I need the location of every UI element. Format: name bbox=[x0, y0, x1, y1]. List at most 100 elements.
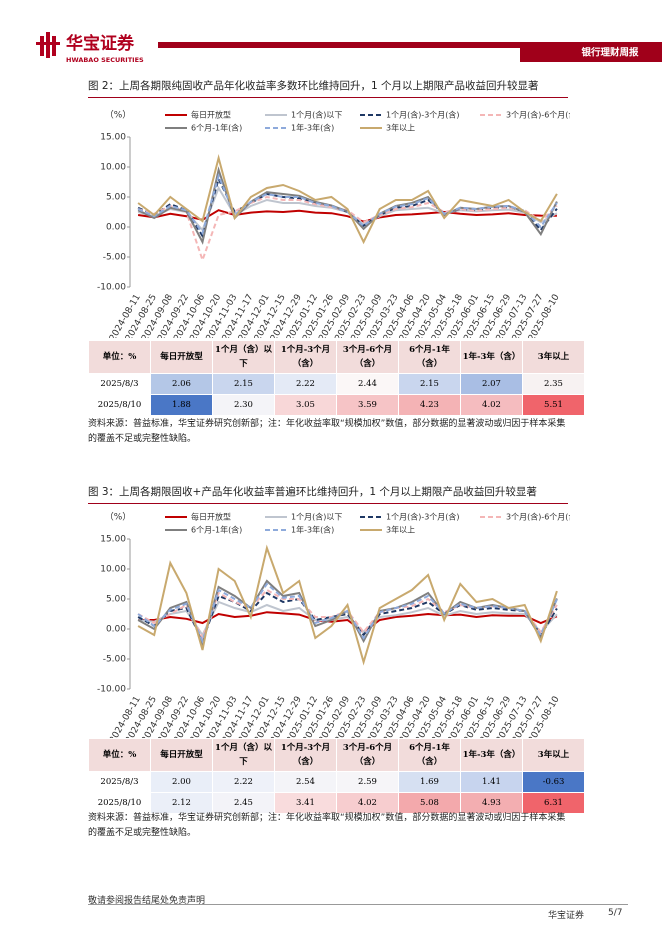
header-cell: 单位：% bbox=[88, 340, 151, 374]
table-cell: 5.51 bbox=[522, 394, 585, 416]
data-table: 单位：% 每日开放型 1个月（含）以下 1个月-3个月（含） 3个月-6个月（含） 6个月… bbox=[88, 340, 585, 416]
table-row: 2025/8/10 2.12 2.45 3.41 4.02 5.08 4.93 6.31 bbox=[88, 792, 585, 814]
series-line bbox=[137, 588, 558, 641]
table-row: 2025/8/3 2.00 2.22 2.54 2.59 1.69 1.41 -0.63 bbox=[88, 771, 585, 793]
series-line bbox=[137, 172, 558, 236]
table-cell: 2.54 bbox=[274, 771, 337, 793]
figure-title: 图 2：上周各期限纯固收产品年化收益率多数环比维持回升，1 个月以上期限产品收益… bbox=[88, 78, 568, 98]
y-tick-label: -5.00 bbox=[103, 253, 127, 263]
table-cell: 2.22 bbox=[274, 373, 337, 395]
table-cell: 2.07 bbox=[460, 373, 523, 395]
legend-label: 1个月(含)-3个月(含) bbox=[386, 110, 460, 120]
header-cell: 单位：% bbox=[88, 738, 151, 772]
table-cell: 2.35 bbox=[522, 373, 585, 395]
footer-line bbox=[88, 904, 628, 905]
header-cell: 3年以上 bbox=[522, 738, 585, 772]
y-axis-label: （%） bbox=[105, 512, 132, 523]
table-row: 2025/8/10 1.88 2.30 3.05 3.59 4.23 4.02 5.51 bbox=[88, 394, 585, 416]
header-cell: 每日开放型 bbox=[150, 738, 213, 772]
brand-en: HWABAO SECURITIES bbox=[66, 56, 144, 64]
y-tick-label: 15.00 bbox=[100, 535, 126, 545]
bar bbox=[158, 42, 662, 48]
header-cell: 3个月-6个月（含） bbox=[336, 738, 399, 772]
legend-label: 每日开放型 bbox=[191, 512, 231, 522]
series-line bbox=[137, 582, 558, 644]
table-cell: 3.59 bbox=[336, 394, 399, 416]
series-line bbox=[137, 591, 558, 644]
table-wrap: 单位：% 每日开放型 1个月（含）以下 1个月-3个月（含） 3个月-6个月（含） 6个月… bbox=[88, 340, 585, 416]
source-note: 资料来源：普益标准，华宝证券研究创新部；注：年化收益率取“规模加权”数值，部分数… bbox=[88, 813, 566, 838]
y-tick-label: 0.00 bbox=[106, 223, 126, 233]
y-tick-label: 10.00 bbox=[100, 163, 126, 173]
y-tick-label: -10.00 bbox=[97, 685, 126, 695]
table-cell: 4.02 bbox=[336, 792, 399, 814]
table-cell: 2025/8/10 bbox=[88, 394, 151, 416]
header-cell: 1个月（含）以下 bbox=[212, 340, 275, 374]
y-tick-label: -5.00 bbox=[103, 655, 127, 665]
header-cell: 3年以上 bbox=[522, 340, 585, 374]
legend-label: 3年以上 bbox=[386, 525, 415, 535]
table-cell: 1.41 bbox=[460, 771, 523, 793]
legend-label: 6个月-1年(含) bbox=[191, 525, 242, 535]
legend-label: 1个月(含)以下 bbox=[291, 512, 342, 522]
y-tick-label: 5.00 bbox=[106, 193, 126, 203]
data-table: 单位：% 每日开放型 1个月（含）以下 1个月-3个月（含） 3个月-6个月（含） 6个月… bbox=[88, 738, 585, 814]
table-cell: 2025/8/3 bbox=[88, 373, 151, 395]
table-cell: 5.08 bbox=[398, 792, 461, 814]
y-tick-label: 5.00 bbox=[106, 595, 126, 605]
series-line bbox=[137, 154, 558, 245]
legend-label: 1个月(含)以下 bbox=[291, 110, 342, 120]
legend-label: 3个月(含)-6个月(含) bbox=[506, 512, 570, 522]
table-cell: 4.23 bbox=[398, 394, 461, 416]
header-cell: 3个月-6个月（含） bbox=[336, 340, 399, 374]
header-cell: 1年-3年（含） bbox=[460, 738, 523, 772]
table-cell: 2.12 bbox=[150, 792, 213, 814]
report-name: 银行理财周报 bbox=[581, 47, 639, 59]
y-tick-label: -10.00 bbox=[97, 283, 126, 293]
chart: （%）-10.00-5.000.005.0010.0015.002024-08-… bbox=[97, 110, 570, 339]
table-cell: 2.06 bbox=[150, 373, 213, 395]
table-cell: 2025/8/3 bbox=[88, 771, 151, 793]
footer-brand: 华宝证券 bbox=[548, 911, 585, 921]
table-cell: 4.02 bbox=[460, 394, 523, 416]
table-cell: 1.69 bbox=[398, 771, 461, 793]
legend-label: 6个月-1年(含) bbox=[191, 123, 242, 133]
header-cell: 1个月-3个月（含） bbox=[274, 738, 337, 772]
table-cell: 2.45 bbox=[212, 792, 275, 814]
y-tick-label: 15.00 bbox=[100, 133, 126, 143]
header-cell: 1个月-3个月（含） bbox=[274, 340, 337, 374]
legend-label: 每日开放型 bbox=[191, 110, 231, 120]
y-axis-label: （%） bbox=[105, 110, 132, 121]
table-cell: 2.30 bbox=[212, 394, 275, 416]
brand: 华宝证券 bbox=[66, 33, 135, 54]
table-cell: 1.88 bbox=[150, 394, 213, 416]
table-cell: 6.31 bbox=[522, 792, 585, 814]
logo-icon bbox=[36, 32, 60, 58]
table-cell: 2.15 bbox=[212, 373, 275, 395]
chart: （%）-10.00-5.000.005.0010.0015.002024-08-… bbox=[97, 512, 570, 741]
disclaimer: 敬请参阅报告结尾处免责声明 bbox=[88, 896, 206, 906]
header-cell: 1个月（含）以下 bbox=[212, 738, 275, 772]
table-cell: 2.22 bbox=[212, 771, 275, 793]
header-cell: 1年-3年（含） bbox=[460, 340, 523, 374]
table-cell: 2.59 bbox=[336, 771, 399, 793]
header-row: 单位：% 每日开放型 1个月（含）以下 1个月-3个月（含） 3个月-6个月（含） 6个月… bbox=[88, 738, 585, 772]
header-bar: 华宝证券 HWABAO SECURITIES 银行理财周报 bbox=[36, 32, 662, 64]
page-number: 5/7 bbox=[608, 908, 623, 918]
table-cell: 3.41 bbox=[274, 792, 337, 814]
header-row: 单位：% 每日开放型 1个月（含）以下 1个月-3个月（含） 3个月-6个月（含） 6个月… bbox=[88, 340, 585, 374]
legend-label: 1年-3年(含) bbox=[291, 123, 334, 133]
table-cell: 2.00 bbox=[150, 771, 213, 793]
y-tick-label: 0.00 bbox=[106, 625, 126, 635]
header-cell: 每日开放型 bbox=[150, 340, 213, 374]
legend-label: 1年-3年(含) bbox=[291, 525, 334, 535]
legend-label: 3个月(含)-6个月(含) bbox=[506, 110, 570, 120]
table-cell: -0.63 bbox=[522, 771, 585, 793]
y-tick-label: 10.00 bbox=[100, 565, 126, 575]
figure-title: 图 3：上周各期限固收+产品年化收益率普遍环比维持回升，1 个月以上期限产品收益… bbox=[88, 484, 568, 504]
table-row: 2025/8/3 2.06 2.15 2.22 2.44 2.15 2.07 2.35 bbox=[88, 373, 585, 395]
series-line bbox=[137, 544, 558, 666]
table-cell: 2.44 bbox=[336, 373, 399, 395]
table-cell: 4.93 bbox=[460, 792, 523, 814]
